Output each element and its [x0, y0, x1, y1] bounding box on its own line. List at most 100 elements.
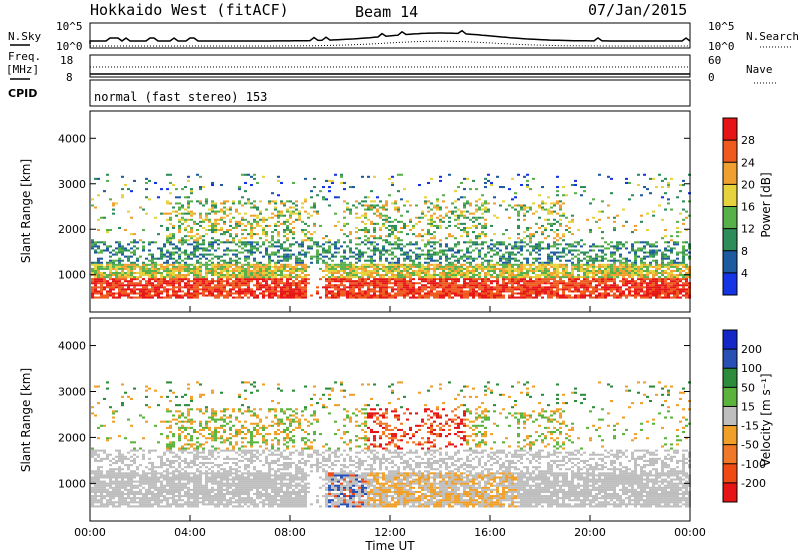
heatmap-cell — [571, 257, 574, 260]
heatmap-cell — [121, 188, 124, 191]
heatmap-cell — [265, 247, 268, 250]
heatmap-cell — [247, 233, 250, 236]
heatmap-cell — [169, 282, 172, 285]
heatmap-cell — [463, 259, 466, 262]
heatmap-cell — [130, 269, 133, 272]
heatmap-cell — [343, 290, 346, 293]
heatmap-cell — [160, 292, 163, 295]
heatmap-cell — [364, 296, 367, 299]
heatmap-cell — [592, 296, 595, 299]
heatmap-cell — [349, 208, 352, 211]
heatmap-cell — [307, 245, 310, 248]
heatmap-cell — [637, 276, 640, 279]
heatmap-cell — [112, 267, 115, 270]
heatmap-cell — [655, 241, 658, 244]
heatmap-cell — [481, 269, 484, 272]
heatmap-cell — [202, 294, 205, 297]
heatmap-cell — [391, 224, 394, 227]
heatmap-cell — [403, 222, 406, 225]
heatmap-cell — [103, 296, 106, 299]
heatmap-cell — [343, 222, 346, 225]
heatmap-cell — [385, 292, 388, 295]
heatmap-cell — [364, 290, 367, 293]
heatmap-cell — [166, 218, 169, 221]
heatmap-cell — [334, 212, 337, 215]
heatmap-cell — [397, 284, 400, 287]
heatmap-cell — [277, 245, 280, 248]
heatmap-cell — [553, 269, 556, 272]
heatmap-cell — [256, 261, 259, 264]
heatmap-cell — [268, 267, 271, 270]
heatmap-cell — [448, 216, 451, 219]
heatmap-cell — [208, 288, 211, 291]
heatmap-cell — [172, 210, 175, 213]
heatmap-cell — [349, 261, 352, 264]
heatmap-cell — [529, 263, 532, 266]
heatmap-cell — [613, 284, 616, 287]
heatmap-cell — [157, 290, 160, 293]
heatmap-cell — [178, 290, 181, 293]
heatmap-cell — [232, 239, 235, 242]
heatmap-cell — [424, 243, 427, 246]
heatmap-cell — [574, 288, 577, 291]
heatmap-cell — [643, 255, 646, 258]
heatmap-cell — [340, 269, 343, 272]
heatmap-cell — [463, 290, 466, 293]
heatmap-cell — [154, 290, 157, 293]
heatmap-cell — [550, 274, 553, 277]
heatmap-cell — [646, 188, 649, 191]
heatmap-cell — [172, 271, 175, 275]
heatmap-cell — [337, 241, 340, 244]
heatmap-cell — [601, 237, 604, 240]
heatmap-cell — [451, 280, 454, 283]
heatmap-cell — [487, 288, 490, 291]
heatmap-cell — [109, 278, 112, 281]
heatmap-cell — [334, 255, 337, 258]
heatmap-cell — [373, 265, 376, 268]
heatmap-cell — [517, 276, 520, 279]
heatmap-cell — [265, 280, 268, 283]
heatmap-cell — [388, 280, 391, 283]
heatmap-cell — [103, 265, 106, 268]
heatmap-cell — [670, 261, 673, 264]
heatmap-cell — [391, 233, 394, 236]
heatmap-cell — [445, 286, 448, 289]
heatmap-cell — [280, 181, 283, 184]
heatmap-cell — [202, 280, 205, 283]
heatmap-cell — [586, 278, 589, 281]
heatmap-cell — [505, 290, 508, 293]
heatmap-cell — [442, 280, 445, 283]
heatmap-cell — [436, 198, 439, 201]
heatmap-cell — [133, 267, 136, 270]
heatmap-cell — [607, 175, 610, 178]
heatmap-cell — [238, 224, 241, 227]
heatmap-cell — [94, 278, 97, 281]
heatmap-cell — [205, 216, 208, 219]
heatmap-cell — [604, 267, 607, 270]
heatmap-cell — [235, 263, 238, 266]
heatmap-cell — [613, 294, 616, 297]
heatmap-cell — [598, 259, 601, 262]
heatmap-cell — [427, 296, 430, 299]
heatmap-cell — [505, 263, 508, 266]
heatmap-cell — [241, 173, 244, 176]
heatmap-cell — [415, 263, 418, 266]
heatmap-cell — [421, 249, 424, 252]
heatmap-cell — [532, 177, 535, 180]
heatmap-cell — [373, 251, 376, 254]
heatmap-cell — [196, 241, 199, 244]
heatmap-cell — [316, 194, 319, 197]
heatmap-cell — [286, 257, 289, 260]
heatmap-cell — [637, 274, 640, 277]
heatmap-cell — [358, 259, 361, 262]
heatmap-cell — [376, 204, 379, 207]
heatmap-cell — [415, 222, 418, 225]
heatmap-cell — [442, 286, 445, 289]
heatmap-cell — [436, 267, 439, 270]
heatmap-cell — [286, 288, 289, 291]
heatmap-cell — [301, 265, 304, 268]
heatmap-cell — [289, 257, 292, 260]
heatmap-cell — [328, 251, 331, 254]
heatmap-cell — [379, 255, 382, 258]
heatmap-cell — [535, 274, 538, 277]
